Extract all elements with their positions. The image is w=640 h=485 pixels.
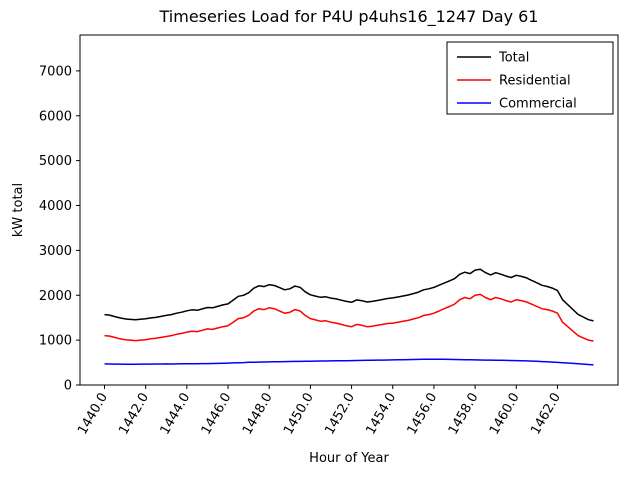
y-tick-label: 0 (64, 379, 72, 394)
y-tick-label: 1000 (39, 334, 72, 349)
plot-border (79, 34, 619, 386)
y-tick-label: 4000 (39, 199, 72, 214)
series-line-total (104, 268, 594, 322)
legend: Total Residential Commercial (446, 41, 614, 115)
y-tick-label: 5000 (39, 154, 72, 169)
y-tick-label: 3000 (39, 244, 72, 259)
legend-label-commercial: Commercial (499, 97, 577, 112)
y-tick-label: 6000 (39, 109, 72, 124)
y-tick-label: 2000 (39, 289, 72, 304)
y-tick-label: 7000 (39, 64, 72, 79)
legend-label-total: Total (498, 51, 529, 66)
legend-box (446, 41, 614, 115)
x-axis-label: Hour of Year (309, 451, 389, 466)
series-line-residential (104, 293, 594, 342)
chart-title: Timeseries Load for P4U p4uhs16_1247 Day… (159, 7, 539, 27)
legend-label-residential: Residential (499, 74, 571, 89)
y-axis-label: kW total (11, 183, 26, 237)
series-line-commercial (104, 358, 594, 366)
